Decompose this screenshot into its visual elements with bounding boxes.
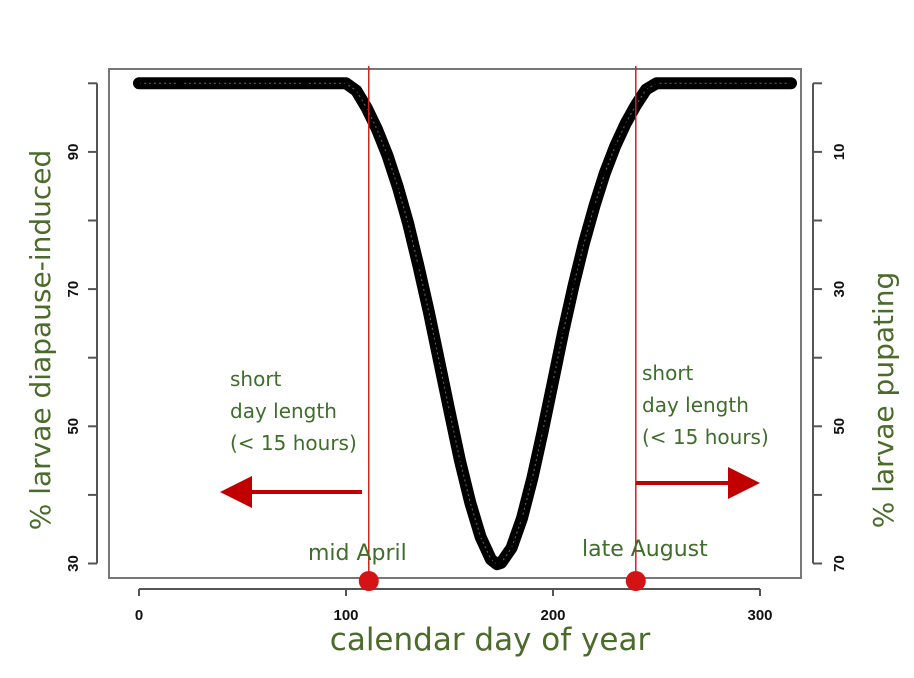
- y-axis-left: 30 50 70 90: [65, 82, 98, 572]
- y-left-tick-label-70: 70: [65, 281, 82, 298]
- data-point: [448, 409, 451, 413]
- right-annotation-line-1: short: [642, 361, 694, 385]
- data-point: [655, 81, 658, 85]
- y-left-tick-label-30: 30: [65, 555, 82, 572]
- data-point: [499, 561, 503, 565]
- mid-april-label: mid April: [308, 541, 407, 566]
- data-point: [365, 106, 369, 110]
- data-point: [541, 430, 545, 434]
- curve-layer: [133, 77, 797, 571]
- data-point: [416, 264, 420, 268]
- reference-lines: [358, 66, 646, 591]
- data-point: [344, 81, 348, 85]
- y-axis-right-title: % larvae pupating: [867, 272, 900, 529]
- y-right-tick-label-10: 10: [831, 144, 848, 161]
- data-point: [261, 81, 265, 85]
- data-point: [520, 516, 524, 520]
- data-point: [530, 476, 534, 480]
- data-point: [375, 127, 379, 131]
- data-point: [510, 546, 514, 550]
- y-axis-left-title: % larvae diapause-induced: [24, 150, 57, 531]
- data-point: [495, 562, 499, 566]
- data-point: [220, 81, 224, 85]
- x-tick-label-300: 300: [747, 607, 772, 624]
- data-point: [437, 359, 441, 363]
- data-point: [572, 283, 576, 287]
- plot-frame: [108, 68, 802, 579]
- series-line-0: [133, 77, 797, 571]
- data-point: [178, 81, 182, 85]
- y-axis-right: 70 50 30 10: [812, 82, 848, 572]
- data-point: [737, 81, 741, 85]
- data-point: [644, 87, 648, 91]
- data-point: [551, 380, 555, 384]
- data-point: [613, 144, 617, 148]
- data-point: [458, 458, 462, 462]
- y-left-tick-label-90: 90: [65, 144, 82, 161]
- data-point: [489, 557, 493, 561]
- reference-marker-1: [625, 571, 646, 591]
- y-right-tick-label-70: 70: [831, 555, 848, 572]
- data-point: [623, 122, 627, 126]
- data-point: [354, 89, 358, 93]
- data-point: [603, 171, 607, 175]
- data-point: [427, 310, 431, 314]
- x-axis-title: calendar day of year: [330, 622, 651, 658]
- y-right-tick-label-50: 50: [831, 418, 848, 435]
- left-annotation-line-1: short: [230, 367, 282, 391]
- data-point: [385, 153, 389, 157]
- data-point: [137, 81, 141, 85]
- right-annotation-line-3: (< 15 hours): [642, 425, 769, 449]
- x-tick-label-100: 100: [333, 607, 358, 624]
- data-point: [789, 81, 793, 85]
- data-point: [303, 81, 307, 85]
- x-axis: 0 100 200 300: [135, 588, 773, 624]
- left-annotation-line-3: (< 15 hours): [230, 431, 357, 455]
- reference-marker-0: [358, 571, 379, 591]
- data-point: [396, 185, 400, 189]
- late-august-label: late August: [582, 537, 708, 562]
- data-point: [696, 81, 700, 85]
- data-point: [479, 535, 483, 539]
- data-point: [561, 330, 565, 334]
- x-tick-label-0: 0: [135, 607, 143, 624]
- data-point: [468, 500, 472, 504]
- y-left-tick-label-50: 50: [65, 418, 82, 435]
- y-right-tick-label-30: 30: [831, 281, 848, 298]
- data-point: [406, 221, 410, 225]
- x-tick-label-200: 200: [540, 607, 565, 624]
- data-point: [592, 204, 596, 208]
- data-point: [582, 241, 586, 245]
- right-annotation-line-2: day length: [642, 393, 749, 417]
- left-annotation-line-2: day length: [230, 399, 337, 423]
